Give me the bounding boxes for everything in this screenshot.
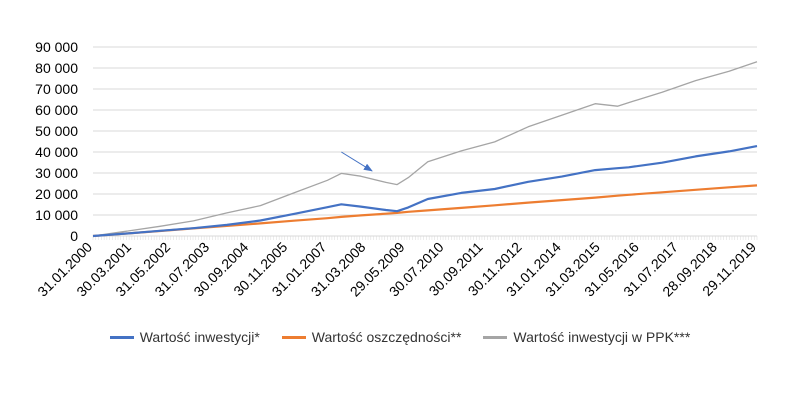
y-tick-label: 60 000: [35, 102, 78, 118]
annotations: [341, 151, 373, 172]
legend-item-ppk: Wartość inwestycji w PPK***: [483, 329, 690, 345]
legend-label-investment: Wartość inwestycji*: [139, 329, 260, 345]
legend: Wartość inwestycji* Wartość oszczędności…: [0, 325, 800, 349]
line-chart: 0 10 000 20 000 30 000 40 000 50 000 60 000 70 …: [34, 39, 759, 300]
y-tick-label: 30 000: [35, 165, 78, 181]
y-tick-label: 70 000: [35, 81, 78, 97]
y-tick-label: 10 000: [35, 207, 78, 223]
series-line-2: [92, 61, 758, 237]
y-tick-label: 50 000: [35, 123, 78, 139]
legend-swatch-savings: [281, 335, 306, 339]
legend-swatch-ppk: [483, 335, 508, 339]
x-axis: [92, 235, 758, 240]
legend-swatch-investment: [109, 335, 134, 339]
gridlines: [93, 46, 757, 216]
series-lines: [92, 61, 758, 238]
x-tick-labels: 31.01.200030.03.200131.05.200231.07.2003…: [34, 239, 759, 300]
annotation-arrow: [341, 151, 373, 172]
series-line-0: [92, 145, 758, 238]
legend-label-ppk: Wartość inwestycji w PPK***: [513, 329, 691, 345]
legend-item-savings: Wartość oszczędności**: [281, 329, 462, 345]
legend-label-savings: Wartość oszczędności**: [311, 329, 462, 345]
legend-item-investment: Wartość inwestycji*: [109, 329, 260, 345]
y-tick-label: 90 000: [35, 39, 78, 55]
y-tick-label: 0: [70, 228, 78, 244]
y-tick-label: 20 000: [35, 186, 78, 202]
y-tick-labels: 0 10 000 20 000 30 000 40 000 50 000 60 000 70 …: [35, 39, 78, 244]
y-tick-label: 40 000: [35, 144, 78, 160]
y-tick-label: 80 000: [35, 60, 78, 76]
